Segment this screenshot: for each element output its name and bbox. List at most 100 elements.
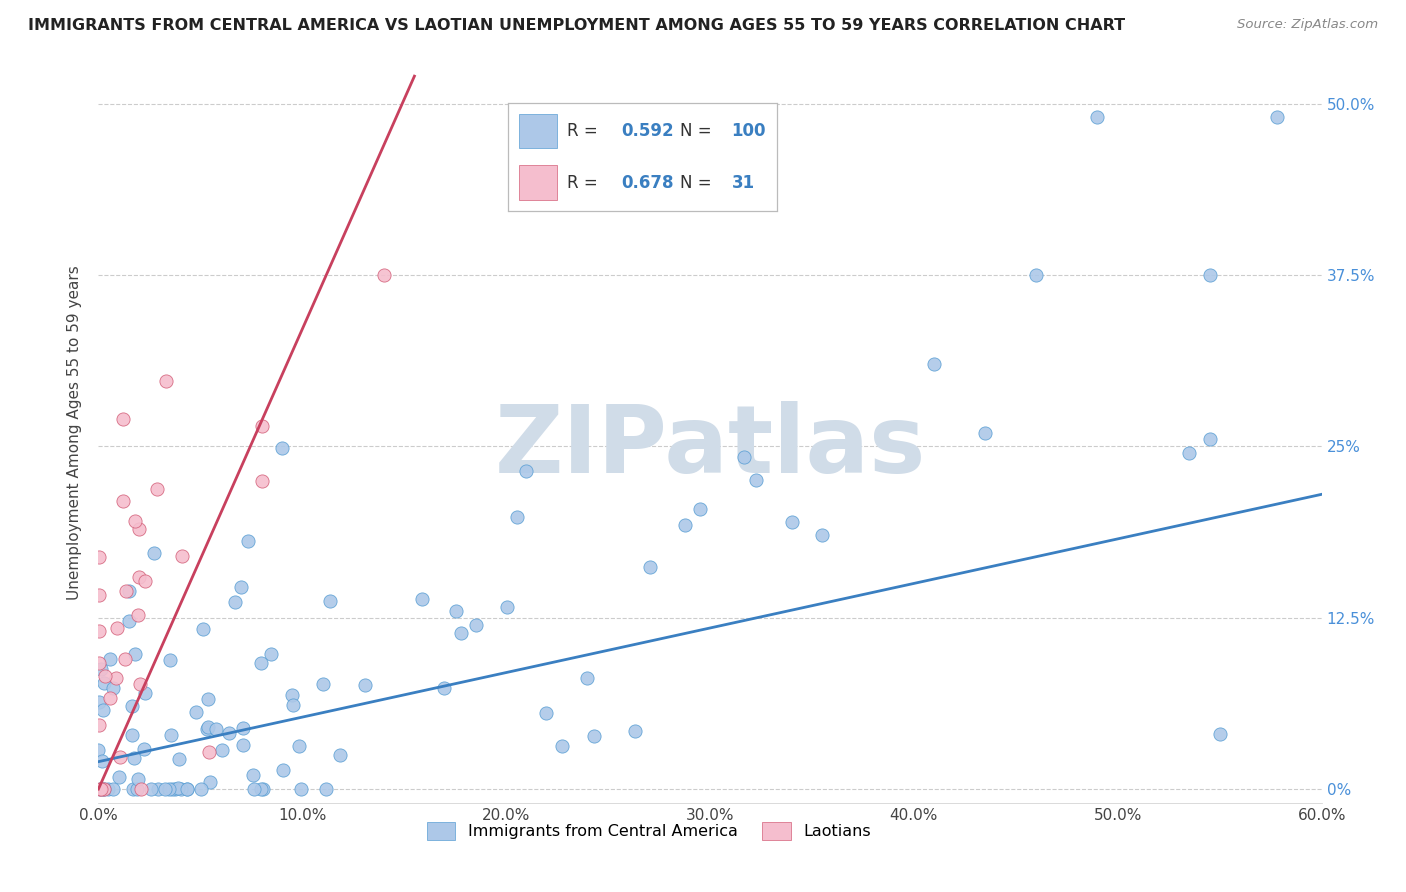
Point [252,782,274,797]
Point [87,624,110,639]
Point [146,782,169,797]
Point [101,681,124,696]
Point [121,727,143,741]
Point [124,514,146,528]
Point [281,698,304,712]
Point [87,695,110,709]
Point [624,724,647,739]
Point [922,357,945,371]
Point [496,599,519,614]
Point [271,442,294,456]
Point [93,782,115,797]
Text: ZIPatlas: ZIPatlas [495,401,925,493]
Point [101,782,124,797]
Point [319,593,342,607]
Point [134,685,156,699]
Point [198,745,221,759]
Point [160,728,183,742]
Point [673,517,696,532]
Point [744,473,766,487]
Point [232,721,254,735]
Point [93,782,115,797]
Point [122,751,145,765]
Point [107,621,129,635]
Point [211,742,233,756]
Point [583,730,606,744]
Point [242,782,264,797]
Legend: Immigrants from Central America, Laotians: Immigrants from Central America, Laotian… [420,815,877,847]
Point [121,699,143,714]
Point [450,626,472,640]
Point [169,752,191,766]
Point [93,703,115,717]
Point [354,678,377,692]
Point [87,743,110,757]
Point [124,647,146,661]
Point [146,483,169,497]
Point [93,676,115,690]
Point [157,782,180,797]
Point [536,706,558,721]
Point [155,374,177,388]
Point [242,768,264,782]
Point [91,782,114,797]
Point [111,494,134,508]
Point [288,739,311,753]
Point [575,671,598,685]
Point [290,782,312,797]
Point [198,775,221,789]
Point [114,652,136,666]
Point [197,692,219,706]
Point [115,584,138,599]
Point [169,782,191,797]
Point [250,656,273,670]
Point [229,580,252,594]
Point [281,688,304,702]
Point [89,656,111,670]
Point [111,412,134,426]
Point [191,623,214,637]
Point [122,782,145,797]
Point [373,268,395,282]
Point [163,782,186,797]
Point [134,574,156,589]
Point [90,782,112,797]
Point [176,782,198,797]
Point [250,782,273,797]
Point [98,690,121,705]
Point [153,782,176,797]
Point [733,450,755,465]
Point [312,677,335,691]
Point [444,604,467,618]
Point [90,662,112,676]
Point [186,705,208,719]
Y-axis label: Unemployment Among Ages 55 to 59 years: Unemployment Among Ages 55 to 59 years [67,265,83,600]
Point [1085,110,1108,124]
Point [224,595,246,609]
Point [128,677,150,691]
Point [89,549,111,564]
Point [125,782,148,797]
Point [97,782,120,797]
Point [433,681,456,696]
Point [411,592,433,607]
Point [236,533,259,548]
Point [134,741,156,756]
Point [204,722,226,736]
Point [139,782,162,797]
Point [1209,727,1232,741]
Point [638,560,661,574]
Text: Source: ZipAtlas.com: Source: ZipAtlas.com [1237,18,1378,31]
Point [260,647,283,661]
Point [974,425,997,440]
Point [1265,110,1288,124]
Point [329,747,352,762]
Point [108,750,131,764]
Point [108,771,131,785]
Point [87,588,110,602]
Point [89,782,111,797]
Point [780,515,803,529]
Text: IMMIGRANTS FROM CENTRAL AMERICA VS LAOTIAN UNEMPLOYMENT AMONG AGES 55 TO 59 YEAR: IMMIGRANTS FROM CENTRAL AMERICA VS LAOTI… [28,18,1125,33]
Point [250,418,273,433]
Point [506,510,529,524]
